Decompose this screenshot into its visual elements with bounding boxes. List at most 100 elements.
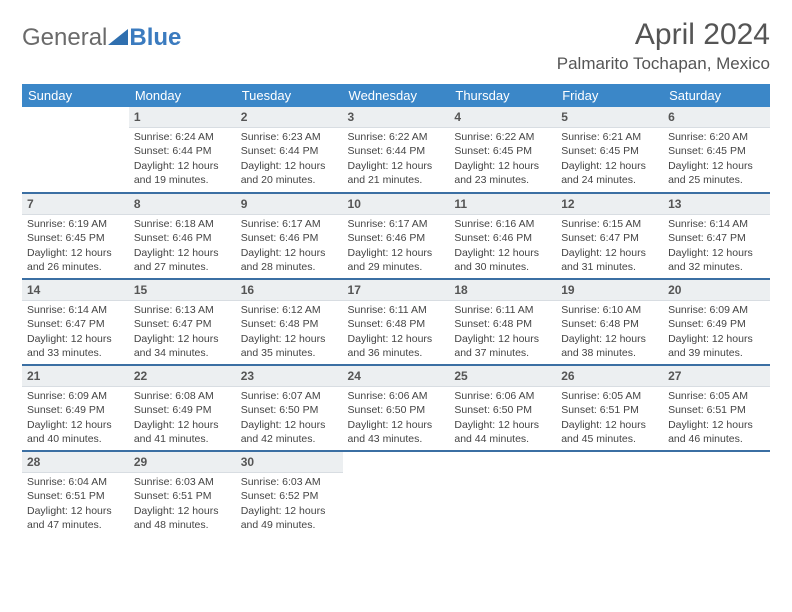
sunset-line: Sunset: 6:45 PM <box>561 144 658 158</box>
calendar-week-row: 7Sunrise: 6:19 AMSunset: 6:45 PMDaylight… <box>22 193 770 279</box>
daylight-line: Daylight: 12 hours and 42 minutes. <box>241 418 338 446</box>
day-body: Sunrise: 6:10 AMSunset: 6:48 PMDaylight:… <box>556 301 663 364</box>
calendar-day-cell: 28Sunrise: 6:04 AMSunset: 6:51 PMDayligh… <box>22 451 129 537</box>
day-number: 4 <box>449 107 556 128</box>
daylight-line: Daylight: 12 hours and 43 minutes. <box>348 418 445 446</box>
calendar-day-cell: 29Sunrise: 6:03 AMSunset: 6:51 PMDayligh… <box>129 451 236 537</box>
day-body: Sunrise: 6:06 AMSunset: 6:50 PMDaylight:… <box>343 387 450 450</box>
sunrise-line: Sunrise: 6:05 AM <box>561 389 658 403</box>
day-body: Sunrise: 6:09 AMSunset: 6:49 PMDaylight:… <box>663 301 770 364</box>
daylight-line: Daylight: 12 hours and 20 minutes. <box>241 159 338 187</box>
sunrise-line: Sunrise: 6:09 AM <box>27 389 124 403</box>
sunrise-line: Sunrise: 6:07 AM <box>241 389 338 403</box>
calendar-day-cell <box>663 451 770 537</box>
day-number: 5 <box>556 107 663 128</box>
day-body: Sunrise: 6:07 AMSunset: 6:50 PMDaylight:… <box>236 387 343 450</box>
daylight-line: Daylight: 12 hours and 36 minutes. <box>348 332 445 360</box>
day-number: 16 <box>236 280 343 301</box>
day-number: 12 <box>556 194 663 215</box>
day-number: 22 <box>129 366 236 387</box>
day-number: 6 <box>663 107 770 128</box>
day-body: Sunrise: 6:22 AMSunset: 6:45 PMDaylight:… <box>449 128 556 191</box>
daylight-line: Daylight: 12 hours and 26 minutes. <box>27 246 124 274</box>
col-tuesday: Tuesday <box>236 84 343 107</box>
day-number: 13 <box>663 194 770 215</box>
sunrise-line: Sunrise: 6:15 AM <box>561 217 658 231</box>
daylight-line: Daylight: 12 hours and 32 minutes. <box>668 246 765 274</box>
sunrise-line: Sunrise: 6:06 AM <box>348 389 445 403</box>
daylight-line: Daylight: 12 hours and 24 minutes. <box>561 159 658 187</box>
day-number: 9 <box>236 194 343 215</box>
day-body: Sunrise: 6:17 AMSunset: 6:46 PMDaylight:… <box>236 215 343 278</box>
day-body: Sunrise: 6:11 AMSunset: 6:48 PMDaylight:… <box>449 301 556 364</box>
daylight-line: Daylight: 12 hours and 45 minutes. <box>561 418 658 446</box>
day-body: Sunrise: 6:06 AMSunset: 6:50 PMDaylight:… <box>449 387 556 450</box>
sunset-line: Sunset: 6:50 PM <box>348 403 445 417</box>
sunset-line: Sunset: 6:44 PM <box>241 144 338 158</box>
day-body: Sunrise: 6:23 AMSunset: 6:44 PMDaylight:… <box>236 128 343 191</box>
brand-part1: General <box>22 24 107 52</box>
day-body: Sunrise: 6:15 AMSunset: 6:47 PMDaylight:… <box>556 215 663 278</box>
calendar-day-cell: 13Sunrise: 6:14 AMSunset: 6:47 PMDayligh… <box>663 193 770 279</box>
calendar-day-cell: 3Sunrise: 6:22 AMSunset: 6:44 PMDaylight… <box>343 107 450 193</box>
col-sunday: Sunday <box>22 84 129 107</box>
day-number: 18 <box>449 280 556 301</box>
day-number: 23 <box>236 366 343 387</box>
calendar-day-cell: 25Sunrise: 6:06 AMSunset: 6:50 PMDayligh… <box>449 365 556 451</box>
day-number: 15 <box>129 280 236 301</box>
day-number: 3 <box>343 107 450 128</box>
day-body: Sunrise: 6:20 AMSunset: 6:45 PMDaylight:… <box>663 128 770 191</box>
day-body: Sunrise: 6:19 AMSunset: 6:45 PMDaylight:… <box>22 215 129 278</box>
day-body: Sunrise: 6:11 AMSunset: 6:48 PMDaylight:… <box>343 301 450 364</box>
day-body: Sunrise: 6:14 AMSunset: 6:47 PMDaylight:… <box>663 215 770 278</box>
sunset-line: Sunset: 6:46 PM <box>454 231 551 245</box>
page-title: April 2024 <box>557 18 770 52</box>
brand-part2: Blue <box>129 24 181 52</box>
sunset-line: Sunset: 6:50 PM <box>454 403 551 417</box>
daylight-line: Daylight: 12 hours and 27 minutes. <box>134 246 231 274</box>
daylight-line: Daylight: 12 hours and 38 minutes. <box>561 332 658 360</box>
sunrise-line: Sunrise: 6:18 AM <box>134 217 231 231</box>
logo-triangle-icon <box>108 29 128 45</box>
calendar-day-cell <box>449 451 556 537</box>
day-number: 20 <box>663 280 770 301</box>
calendar-day-cell <box>22 107 129 193</box>
sunset-line: Sunset: 6:48 PM <box>561 317 658 331</box>
sunrise-line: Sunrise: 6:06 AM <box>454 389 551 403</box>
calendar-day-cell: 24Sunrise: 6:06 AMSunset: 6:50 PMDayligh… <box>343 365 450 451</box>
day-number: 1 <box>129 107 236 128</box>
sunset-line: Sunset: 6:49 PM <box>27 403 124 417</box>
sunrise-line: Sunrise: 6:10 AM <box>561 303 658 317</box>
sunset-line: Sunset: 6:47 PM <box>134 317 231 331</box>
day-body: Sunrise: 6:05 AMSunset: 6:51 PMDaylight:… <box>663 387 770 450</box>
sunrise-line: Sunrise: 6:03 AM <box>241 475 338 489</box>
daylight-line: Daylight: 12 hours and 30 minutes. <box>454 246 551 274</box>
day-number: 21 <box>22 366 129 387</box>
calendar-day-cell: 21Sunrise: 6:09 AMSunset: 6:49 PMDayligh… <box>22 365 129 451</box>
sunrise-line: Sunrise: 6:22 AM <box>454 130 551 144</box>
calendar-day-cell: 15Sunrise: 6:13 AMSunset: 6:47 PMDayligh… <box>129 279 236 365</box>
title-block: April 2024 Palmarito Tochapan, Mexico <box>557 18 770 74</box>
sunset-line: Sunset: 6:44 PM <box>134 144 231 158</box>
calendar-day-cell: 16Sunrise: 6:12 AMSunset: 6:48 PMDayligh… <box>236 279 343 365</box>
day-number: 17 <box>343 280 450 301</box>
calendar-day-cell <box>556 451 663 537</box>
sunset-line: Sunset: 6:52 PM <box>241 489 338 503</box>
daylight-line: Daylight: 12 hours and 40 minutes. <box>27 418 124 446</box>
daylight-line: Daylight: 12 hours and 21 minutes. <box>348 159 445 187</box>
sunrise-line: Sunrise: 6:20 AM <box>668 130 765 144</box>
calendar-day-cell: 22Sunrise: 6:08 AMSunset: 6:49 PMDayligh… <box>129 365 236 451</box>
sunset-line: Sunset: 6:48 PM <box>348 317 445 331</box>
daylight-line: Daylight: 12 hours and 48 minutes. <box>134 504 231 532</box>
calendar-header-row: Sunday Monday Tuesday Wednesday Thursday… <box>22 84 770 107</box>
daylight-line: Daylight: 12 hours and 25 minutes. <box>668 159 765 187</box>
day-body: Sunrise: 6:09 AMSunset: 6:49 PMDaylight:… <box>22 387 129 450</box>
day-number: 30 <box>236 452 343 473</box>
day-number: 14 <box>22 280 129 301</box>
day-body: Sunrise: 6:17 AMSunset: 6:46 PMDaylight:… <box>343 215 450 278</box>
daylight-line: Daylight: 12 hours and 28 minutes. <box>241 246 338 274</box>
day-body: Sunrise: 6:03 AMSunset: 6:52 PMDaylight:… <box>236 473 343 536</box>
sunrise-line: Sunrise: 6:11 AM <box>348 303 445 317</box>
day-number: 29 <box>129 452 236 473</box>
sunrise-line: Sunrise: 6:13 AM <box>134 303 231 317</box>
